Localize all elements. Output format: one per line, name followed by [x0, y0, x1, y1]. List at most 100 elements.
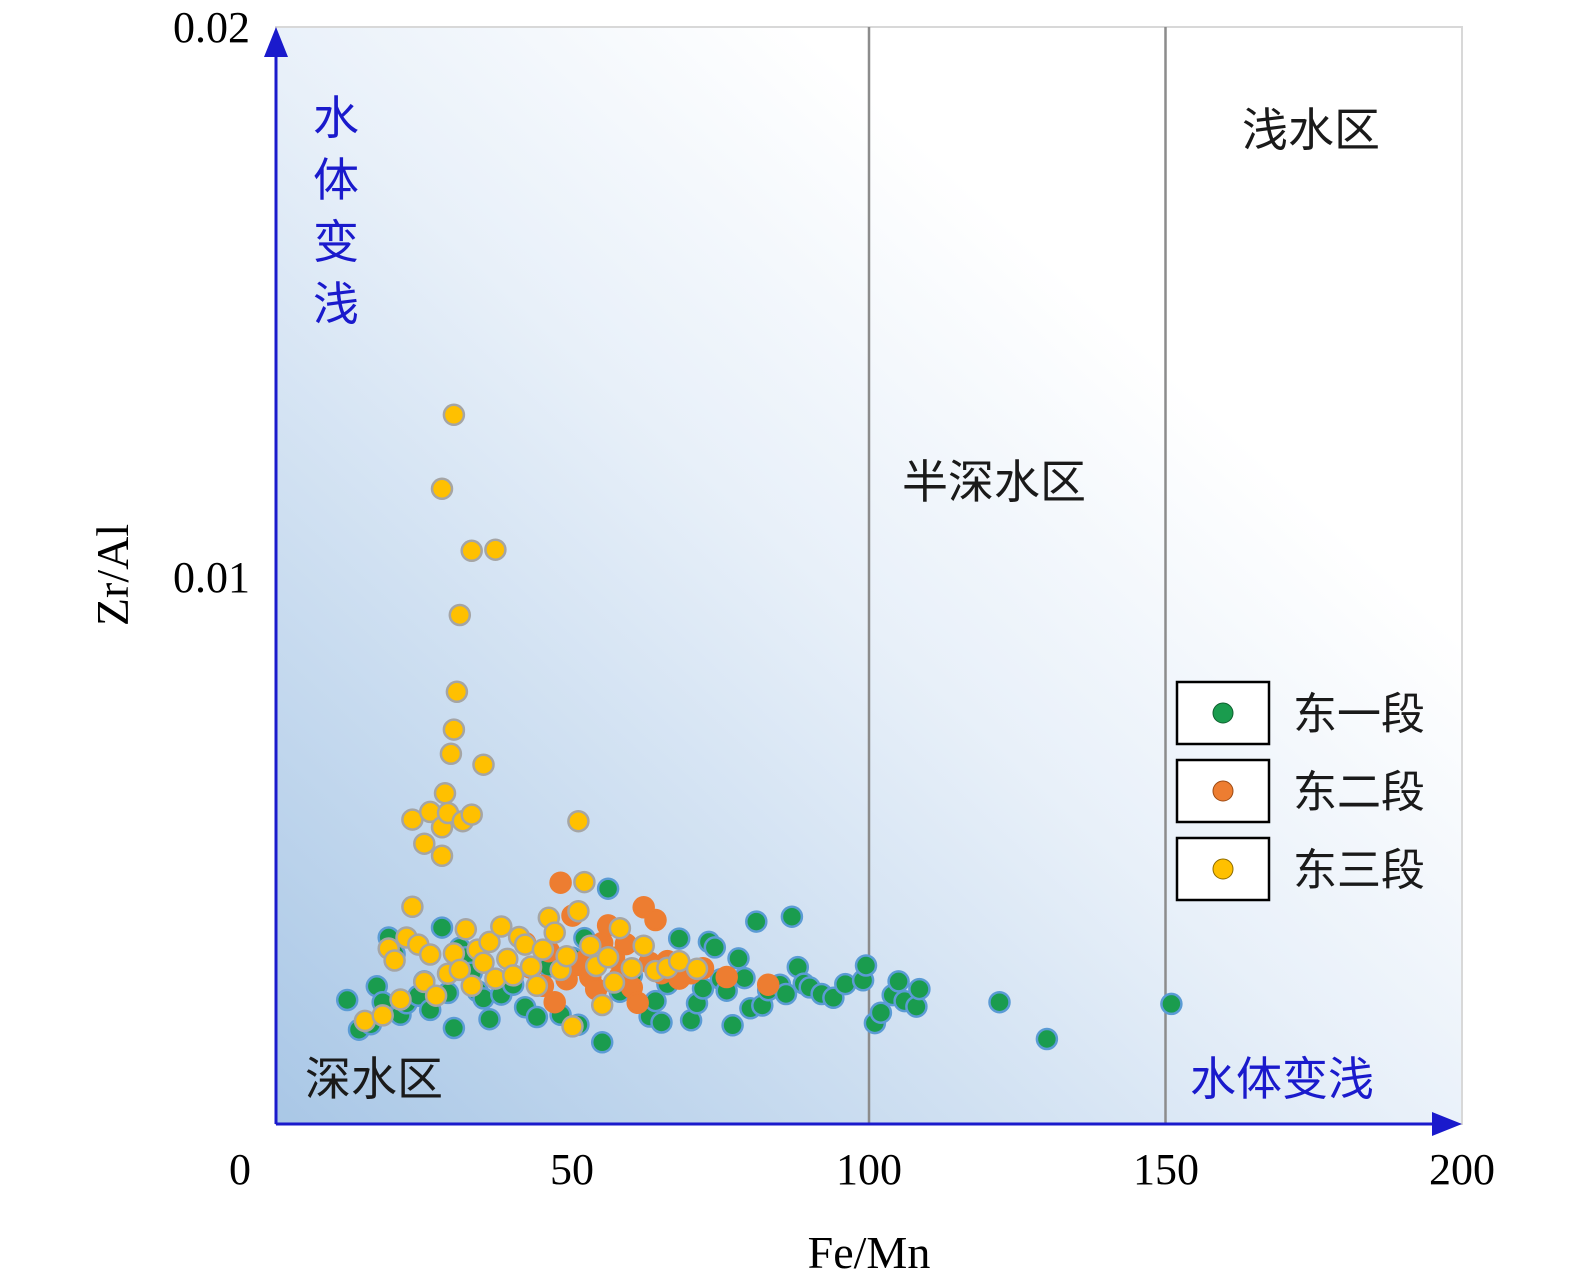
- data-point: [442, 403, 466, 427]
- data-point: [703, 936, 727, 959]
- data-point: [1160, 992, 1183, 1016]
- data-point: [608, 916, 632, 940]
- y-axis-title: Zr/Al: [87, 524, 138, 626]
- data-point: [596, 946, 620, 969]
- data-point: [460, 974, 483, 998]
- y-tick-label: 0.01: [173, 553, 250, 602]
- x-axis-title: Fe/Mn: [808, 1227, 931, 1274]
- data-point: [667, 927, 691, 950]
- legend-item-2: 东二段: [1175, 758, 1425, 824]
- data-point: [389, 988, 412, 1011]
- legend-label-3: 东三段: [1293, 845, 1425, 896]
- data-point: [543, 990, 566, 1014]
- data-point: [460, 539, 483, 563]
- y-tick-label: 0.02: [173, 3, 250, 52]
- data-point: [579, 934, 602, 957]
- data-point: [854, 954, 878, 977]
- data-point: [418, 943, 442, 966]
- y-arrow-label-char: 水: [313, 91, 359, 145]
- data-point: [439, 742, 463, 766]
- legend-label-1: 东一段: [1293, 689, 1425, 740]
- data-point: [555, 944, 578, 968]
- data-point: [484, 538, 507, 561]
- x-axis-arrow-icon: [1432, 1112, 1462, 1136]
- data-point: [685, 957, 709, 981]
- data-point: [887, 970, 910, 993]
- data-point: [543, 921, 566, 944]
- data-point: [869, 1001, 893, 1024]
- legend-marker-1: [1212, 702, 1234, 724]
- data-point: [335, 988, 359, 1012]
- data-point: [433, 782, 457, 805]
- data-point: [650, 1011, 673, 1034]
- data-point: [908, 977, 931, 1001]
- data-point: [561, 1015, 584, 1038]
- legend-item-3: 东三段: [1175, 836, 1425, 902]
- x-tick-label: 100: [836, 1145, 902, 1194]
- arrow-labels: 水体变浅 水 体 变 浅: [313, 91, 1374, 1106]
- x-tick-label: 0: [229, 1145, 251, 1194]
- x-tick-labels: 0 50 100 150 200: [229, 1145, 1495, 1194]
- data-point: [644, 908, 667, 932]
- zone-boundary-lines: [867, 27, 1167, 1124]
- data-point: [445, 680, 469, 704]
- legend-label-2: 东二段: [1293, 767, 1425, 818]
- data-point: [721, 1014, 744, 1037]
- data-point: [602, 971, 626, 994]
- axes: [264, 27, 1462, 1136]
- data-point: [448, 958, 472, 982]
- data-point: [727, 947, 750, 970]
- data-point: [567, 809, 590, 833]
- data-point: [756, 973, 780, 996]
- legend-item-1: 东一段: [1175, 680, 1425, 746]
- data-point: [626, 991, 649, 1015]
- data-point: [478, 930, 501, 954]
- y-arrow-label-char: 变: [313, 215, 359, 269]
- y-axis-arrow-icon: [264, 27, 288, 57]
- data-point: [442, 718, 466, 741]
- data-point: [620, 956, 644, 980]
- legend-marker-3: [1212, 858, 1234, 880]
- legend: 东一段 东二段 东三段: [1175, 680, 1425, 902]
- data-point: [472, 951, 495, 974]
- zone-label-deep: 深水区: [305, 1052, 443, 1106]
- data-point: [549, 871, 572, 894]
- legend-marker-2: [1212, 780, 1234, 802]
- data-point: [430, 844, 454, 868]
- data-point: [567, 899, 590, 923]
- zone-label-semi-deep: 半深水区: [902, 455, 1086, 509]
- data-point: [715, 965, 738, 989]
- data-point: [780, 905, 804, 928]
- data-point: [424, 984, 448, 1007]
- data-point: [531, 938, 555, 961]
- x-tick-label: 50: [550, 1145, 594, 1194]
- data-point: [371, 1004, 394, 1027]
- data-point: [745, 910, 768, 933]
- data-point: [430, 916, 454, 939]
- data-point: [573, 870, 596, 894]
- data-point: [774, 982, 798, 1006]
- y-arrow-label-char: 体: [313, 153, 359, 207]
- data-point: [988, 990, 1011, 1014]
- data-point: [490, 915, 513, 938]
- y-tick-labels: 0.01 0.02: [173, 3, 250, 602]
- x-tick-label: 150: [1133, 1145, 1199, 1194]
- data-point: [596, 877, 620, 900]
- zone-label-shallow: 浅水区: [1242, 103, 1380, 157]
- data-point: [448, 603, 472, 627]
- x-arrow-label: 水体变浅: [1190, 1052, 1374, 1106]
- data-point: [430, 477, 454, 501]
- y-arrow-label-char: 浅: [313, 277, 359, 331]
- data-point: [413, 832, 436, 855]
- data-point: [525, 974, 549, 998]
- data-point: [590, 993, 614, 1017]
- data-point: [632, 934, 655, 957]
- zone-labels: 深水区 半深水区 浅水区: [305, 103, 1380, 1106]
- data-points: [335, 403, 1183, 1054]
- series-3: [353, 403, 709, 1038]
- data-point: [501, 964, 525, 987]
- data-point: [478, 1007, 501, 1031]
- data-point: [1035, 1027, 1059, 1051]
- data-point: [472, 753, 495, 776]
